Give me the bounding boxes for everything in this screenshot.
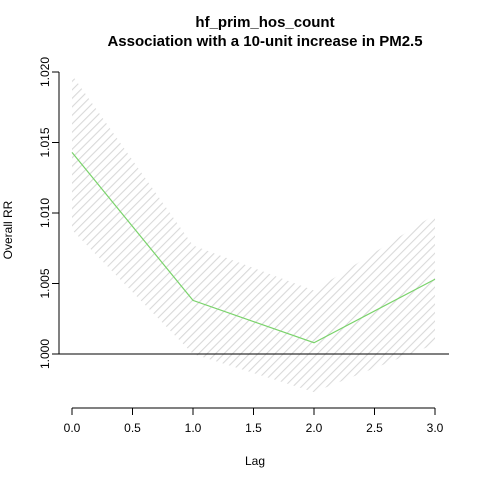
confidence-band-layer xyxy=(72,74,435,393)
x-tick-label: 3.0 xyxy=(427,421,444,435)
x-axis-ticks: 0.0 0.5 1.0 1.5 2.0 2.5 3.0 xyxy=(64,408,444,435)
chart-subtitle: Association with a 10-unit increase in P… xyxy=(107,33,422,50)
x-axis-label: Lag xyxy=(245,454,265,468)
series-line xyxy=(71,151,436,344)
confidence-band xyxy=(72,74,435,393)
series-layer xyxy=(71,151,436,344)
y-tick-label: 1.000 xyxy=(38,339,52,369)
y-tick-label: 1.005 xyxy=(38,268,52,298)
y-tick-label: 1.010 xyxy=(38,198,52,228)
x-tick-label: 2.0 xyxy=(306,421,323,435)
x-tick-label: 0.0 xyxy=(64,421,81,435)
x-tick-label: 2.5 xyxy=(366,421,383,435)
y-tick-label: 1.020 xyxy=(38,57,52,87)
y-axis-ticks: 1.000 1.005 1.010 1.015 1.020 xyxy=(38,57,59,369)
chart-title: hf_prim_hos_count xyxy=(195,14,334,31)
y-tick-label: 1.015 xyxy=(38,127,52,157)
y-axis-label: Overall RR xyxy=(1,200,15,259)
x-tick-label: 1.0 xyxy=(185,421,202,435)
x-tick-label: 1.5 xyxy=(245,421,262,435)
x-tick-label: 0.5 xyxy=(124,421,141,435)
